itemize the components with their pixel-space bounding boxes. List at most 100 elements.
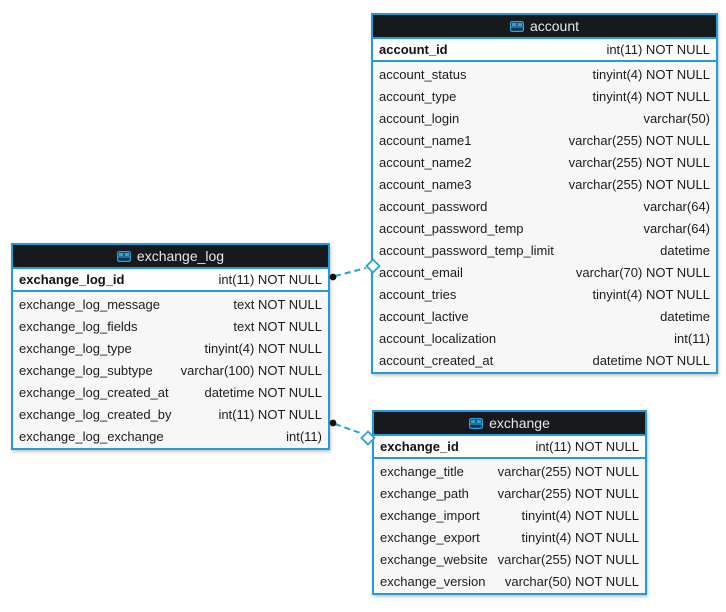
- column-type: datetime: [660, 308, 710, 324]
- column-name: exchange_log_type: [19, 340, 132, 356]
- column-name: account_created_at: [379, 352, 494, 368]
- column-name: account_name2: [379, 154, 472, 170]
- column-name: account_password_temp: [379, 220, 524, 236]
- column-type: varchar(64): [643, 220, 710, 236]
- table-account[interactable]: account account_id int(11) NOT NULL acco…: [371, 13, 718, 374]
- column-list: exchange_title varchar(255) NOT NULL excha…: [374, 459, 645, 593]
- column-row[interactable]: exchange_path varchar(255) NOT NULL: [374, 482, 645, 504]
- column-name: exchange_log_id: [19, 272, 125, 287]
- column-row[interactable]: account_type tinyint(4) NOT NULL: [373, 85, 716, 107]
- relationship-exchange_log-exchange[interactable]: [329, 419, 376, 446]
- column-row[interactable]: account_created_at datetime NOT NULL: [373, 349, 716, 371]
- column-type: datetime: [660, 242, 710, 258]
- table-exchange_log[interactable]: exchange_log exchange_log_id int(11) NOT…: [11, 243, 330, 450]
- column-type: varchar(64): [643, 198, 710, 214]
- connector-endpoint-dot: [329, 419, 337, 427]
- table-title: account: [529, 18, 580, 34]
- column-row[interactable]: exchange_log_subtype varchar(100) NOT NUL…: [13, 359, 328, 381]
- connector-endpoint-diamond: [360, 430, 376, 446]
- column-row[interactable]: exchange_log_created_by int(11) NOT NULL: [13, 403, 328, 425]
- column-list: account_status tinyint(4) NOT NULL account…: [373, 62, 716, 372]
- column-type: varchar(255) NOT NULL: [568, 154, 710, 170]
- table-icon: [116, 250, 131, 262]
- column-row[interactable]: exchange_log_exchange int(11): [13, 425, 328, 447]
- column-type: varchar(70) NOT NULL: [575, 264, 710, 280]
- column-row[interactable]: exchange_export tinyint(4) NOT NULL: [374, 526, 645, 548]
- table-icon: [509, 20, 524, 32]
- column-type: tinyint(4) NOT NULL: [592, 286, 710, 302]
- primary-key-row[interactable]: exchange_id int(11) NOT NULL: [374, 436, 645, 459]
- column-type: tinyint(4) NOT NULL: [521, 507, 639, 523]
- column-row[interactable]: account_status tinyint(4) NOT NULL: [373, 63, 716, 85]
- primary-key-row[interactable]: account_id int(11) NOT NULL: [373, 39, 716, 62]
- column-row[interactable]: account_localization int(11): [373, 327, 716, 349]
- column-type: datetime NOT NULL: [204, 384, 322, 400]
- column-row[interactable]: account_email varchar(70) NOT NULL: [373, 261, 716, 283]
- column-type: datetime NOT NULL: [592, 352, 710, 368]
- column-row[interactable]: account_password_temp varchar(64): [373, 217, 716, 239]
- column-type: tinyint(4) NOT NULL: [521, 529, 639, 545]
- column-name: account_login: [379, 110, 460, 126]
- column-type: varchar(255) NOT NULL: [568, 132, 710, 148]
- column-name: exchange_log_created_by: [19, 406, 172, 422]
- column-name: account_email: [379, 264, 463, 280]
- table-header-exchange_log[interactable]: exchange_log: [13, 245, 328, 269]
- column-row[interactable]: exchange_website varchar(255) NOT NULL: [374, 548, 645, 570]
- column-type: varchar(255) NOT NULL: [568, 176, 710, 192]
- column-name: account_name1: [379, 132, 472, 148]
- column-name: account_id: [379, 42, 448, 57]
- column-type: tinyint(4) NOT NULL: [592, 88, 710, 104]
- column-name: account_password_temp_limit: [379, 242, 554, 258]
- column-name: exchange_log_subtype: [19, 362, 153, 378]
- primary-key-row[interactable]: exchange_log_id int(11) NOT NULL: [13, 269, 328, 292]
- column-name: exchange_log_exchange: [19, 428, 164, 444]
- column-name: account_password: [379, 198, 488, 214]
- table-icon: [469, 417, 484, 429]
- column-row[interactable]: exchange_log_fields text NOT NULL: [13, 315, 328, 337]
- table-exchange[interactable]: exchange exchange_id int(11) NOT NULL ex…: [372, 410, 647, 595]
- column-row[interactable]: account_password varchar(64): [373, 195, 716, 217]
- column-name: exchange_log_message: [19, 296, 160, 312]
- column-type: varchar(50): [643, 110, 710, 126]
- column-row[interactable]: exchange_log_message text NOT NULL: [13, 293, 328, 315]
- column-type: tinyint(4) NOT NULL: [592, 66, 710, 82]
- column-row[interactable]: account_name3 varchar(255) NOT NULL: [373, 173, 716, 195]
- column-row[interactable]: exchange_log_created_at datetime NOT NULL: [13, 381, 328, 403]
- column-type: tinyint(4) NOT NULL: [204, 340, 322, 356]
- table-header-exchange[interactable]: exchange: [374, 412, 645, 436]
- column-row[interactable]: account_login varchar(50): [373, 107, 716, 129]
- column-row[interactable]: account_tries tinyint(4) NOT NULL: [373, 283, 716, 305]
- column-type: int(11) NOT NULL: [218, 272, 322, 287]
- column-row[interactable]: exchange_import tinyint(4) NOT NULL: [374, 504, 645, 526]
- column-type: int(11): [286, 428, 322, 444]
- column-type: int(11) NOT NULL: [535, 439, 639, 454]
- column-row[interactable]: exchange_title varchar(255) NOT NULL: [374, 460, 645, 482]
- column-row[interactable]: exchange_log_type tinyint(4) NOT NULL: [13, 337, 328, 359]
- column-type: varchar(50) NOT NULL: [504, 573, 639, 589]
- table-title: exchange_log: [136, 248, 225, 264]
- column-type: int(11) NOT NULL: [218, 406, 322, 422]
- column-name: account_localization: [379, 330, 497, 346]
- column-type: int(11): [674, 330, 710, 346]
- column-row[interactable]: account_name2 varchar(255) NOT NULL: [373, 151, 716, 173]
- column-name: exchange_log_fields: [19, 318, 138, 334]
- table-title: exchange: [489, 415, 550, 431]
- column-name: exchange_import: [380, 507, 480, 523]
- column-name: account_tries: [379, 286, 457, 302]
- column-row[interactable]: account_password_temp_limit datetime: [373, 239, 716, 261]
- connector-endpoint-diamond: [365, 258, 381, 274]
- column-type: varchar(100) NOT NULL: [180, 362, 322, 378]
- relationship-line: [334, 423, 364, 435]
- column-name: exchange_version: [380, 573, 486, 589]
- column-row[interactable]: exchange_version varchar(50) NOT NULL: [374, 570, 645, 592]
- table-header-account[interactable]: account: [373, 15, 716, 39]
- column-row[interactable]: account_name1 varchar(255) NOT NULL: [373, 129, 716, 151]
- relationship-exchange_log-account[interactable]: [329, 258, 381, 281]
- column-name: account_status: [379, 66, 467, 82]
- column-name: exchange_title: [380, 463, 464, 479]
- column-row[interactable]: account_lactive datetime: [373, 305, 716, 327]
- column-type: varchar(255) NOT NULL: [497, 463, 639, 479]
- column-name: exchange_export: [380, 529, 480, 545]
- column-name: exchange_id: [380, 439, 459, 454]
